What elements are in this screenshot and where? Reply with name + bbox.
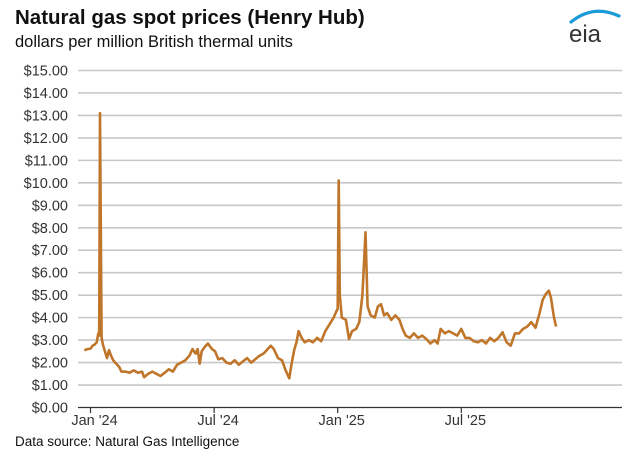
eia-logo-icon: eia xyxy=(569,9,621,46)
y-tick-label: $3.00 xyxy=(32,333,68,349)
gridlines xyxy=(78,69,622,386)
y-tick-label: $7.00 xyxy=(32,243,68,259)
y-tick-label: $13.00 xyxy=(24,108,68,124)
x-tick-label: Jul '25 xyxy=(445,413,486,429)
logo-text: eia xyxy=(569,21,602,46)
chart-subtitle: dollars per million British thermal unit… xyxy=(15,33,293,51)
y-axis-tick-labels: $0.00 $1.00 $2.00 $3.00 $4.00 $5.00 $6.00 $7.00… xyxy=(24,64,68,417)
x-tick-label: Jan '24 xyxy=(71,413,117,429)
y-tick-label: $2.00 xyxy=(32,356,68,372)
data-source-note: Data source: Natural Gas Intelligence xyxy=(15,434,240,449)
x-tick-label: Jan '25 xyxy=(319,413,365,429)
y-tick-label: $12.00 xyxy=(24,131,68,147)
y-tick-label: $10.00 xyxy=(24,176,68,192)
y-tick-label: $8.00 xyxy=(32,221,68,237)
x-tick-label: Jul '24 xyxy=(197,413,238,429)
price-series-line xyxy=(83,111,558,380)
y-tick-label: $4.00 xyxy=(32,311,68,327)
y-tick-label: $11.00 xyxy=(25,153,68,169)
y-tick-label: $9.00 xyxy=(32,198,68,214)
y-tick-label: $5.00 xyxy=(32,288,68,304)
x-axis-ticks: Jan '24 Jul '24 Jan '25 Jul '25 xyxy=(71,407,486,429)
y-tick-label: $14.00 xyxy=(24,86,68,102)
chart-title: Natural gas spot prices (Henry Hub) xyxy=(15,6,365,29)
logo-arc xyxy=(569,9,621,24)
y-tick-label: $0.00 xyxy=(32,401,68,417)
y-tick-label: $15.00 xyxy=(24,64,68,80)
y-tick-label: $1.00 xyxy=(32,378,68,394)
y-tick-label: $6.00 xyxy=(32,266,68,282)
